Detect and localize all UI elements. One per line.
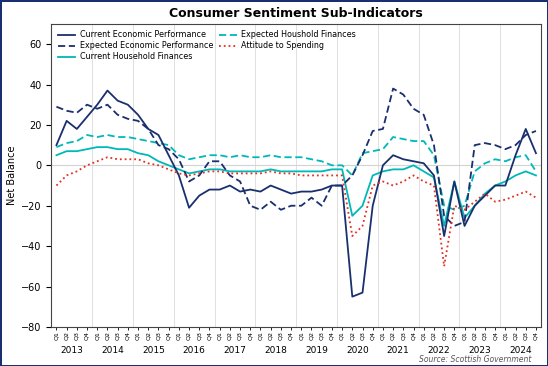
Y-axis label: Net Balance: Net Balance — [7, 146, 17, 205]
Legend: Current Economic Performance, Expected Economic Performance, Current Household F: Current Economic Performance, Expected E… — [55, 28, 358, 64]
Title: Consumer Sentiment Sub-Indicators: Consumer Sentiment Sub-Indicators — [169, 7, 423, 20]
Text: Source: Scottish Government: Source: Scottish Government — [419, 355, 532, 364]
